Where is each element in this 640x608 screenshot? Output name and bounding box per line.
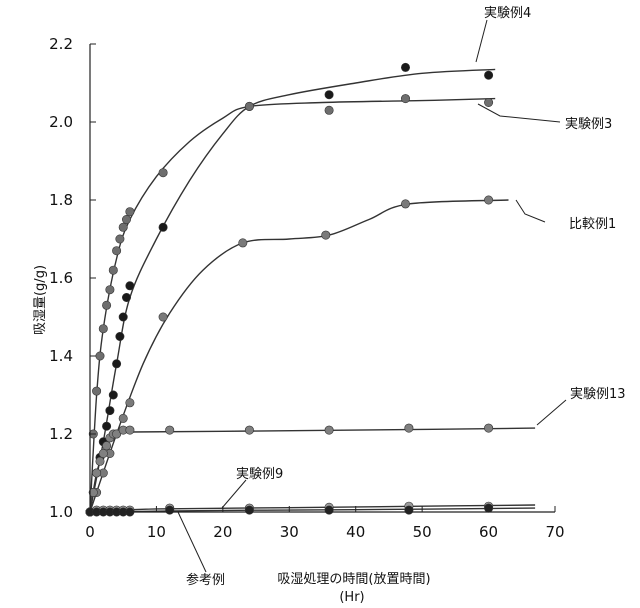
data-point: [109, 266, 117, 274]
data-point: [102, 442, 110, 450]
data-point: [126, 399, 134, 407]
series-points: [86, 63, 493, 516]
annotation-label: 実験例3: [565, 116, 612, 132]
y-tick-label: 1.2: [49, 425, 73, 443]
data-point: [96, 352, 104, 360]
data-point: [166, 506, 174, 514]
annotation-label: 実験例9: [236, 466, 283, 482]
data-point: [484, 98, 492, 106]
axes: [90, 44, 555, 512]
data-point: [99, 325, 107, 333]
data-point: [166, 426, 174, 434]
annotation-label: 参考例: [186, 572, 225, 588]
annotation-label: 実験例4: [484, 5, 531, 21]
y-tick-label: 2.0: [49, 113, 73, 131]
data-point: [245, 426, 253, 434]
data-point: [116, 332, 124, 340]
data-point: [122, 293, 130, 301]
data-point: [102, 301, 110, 309]
data-point: [96, 457, 104, 465]
data-point: [325, 426, 333, 434]
data-point: [106, 286, 114, 294]
data-point: [106, 406, 114, 414]
data-point: [325, 506, 333, 514]
data-point: [484, 424, 492, 432]
annotation-jikken4: 実験例4: [476, 5, 531, 62]
y-tick-label: 1.6: [49, 269, 73, 287]
data-point: [92, 387, 100, 395]
leader-line: [476, 20, 487, 62]
x-tick-label: 10: [147, 523, 166, 541]
leader-line: [478, 104, 560, 122]
x-axis-title: 吸湿処理の時間(放置時間): [277, 572, 430, 587]
data-point: [322, 231, 330, 239]
data-point: [92, 469, 100, 477]
data-point: [239, 239, 247, 247]
y-tick-label: 1.0: [49, 503, 73, 521]
annotation-jikken9: 実験例9: [222, 466, 283, 508]
data-point: [405, 424, 413, 432]
data-point: [102, 422, 110, 430]
leader-line: [178, 512, 206, 572]
data-point: [119, 313, 127, 321]
series-line: [90, 428, 535, 512]
data-point: [245, 102, 253, 110]
data-point: [484, 71, 492, 79]
x-tick-label: 70: [545, 523, 564, 541]
y-tick-label: 1.8: [49, 191, 73, 209]
data-point: [325, 91, 333, 99]
data-point: [159, 223, 167, 231]
data-point: [401, 94, 409, 102]
y-axis-title: 吸湿量(g/g): [33, 265, 48, 335]
series-line: [90, 99, 495, 512]
annotation-label: 比較例1: [569, 217, 616, 232]
x-axis-unit: (Hr): [339, 590, 364, 605]
data-point: [159, 313, 167, 321]
data-point: [116, 235, 124, 243]
annotation-jikken13: 実験例13: [537, 386, 626, 425]
data-point: [109, 391, 117, 399]
tick-marks: [90, 44, 555, 512]
x-tick-label: 40: [346, 523, 365, 541]
x-tick-label: 20: [213, 523, 232, 541]
annotation-hikaku1: 比較例1: [516, 200, 616, 232]
x-tick-label: 0: [85, 523, 95, 541]
data-point: [401, 200, 409, 208]
x-tick-label: 60: [479, 523, 498, 541]
data-point: [126, 208, 134, 216]
data-point: [126, 426, 134, 434]
data-point: [119, 223, 127, 231]
data-point: [99, 449, 107, 457]
leader-line: [537, 400, 566, 425]
data-point: [484, 196, 492, 204]
annotation-label: 実験例13: [570, 386, 626, 402]
x-tick-label: 30: [280, 523, 299, 541]
data-point: [245, 506, 253, 514]
series-line: [90, 69, 495, 512]
y-tick-label: 2.2: [49, 35, 73, 53]
x-tick-label: 50: [413, 523, 432, 541]
data-point: [122, 215, 130, 223]
data-point: [405, 506, 413, 514]
leader-line: [516, 200, 545, 222]
series-curves: [90, 69, 535, 512]
data-point: [112, 247, 120, 255]
annotation-jikken3: 実験例3: [478, 104, 612, 132]
data-point: [401, 63, 409, 71]
data-point: [159, 169, 167, 177]
data-point: [112, 360, 120, 368]
data-point: [119, 414, 127, 422]
data-point: [126, 282, 134, 290]
y-tick-label: 1.4: [49, 347, 73, 365]
leader-line: [222, 480, 246, 508]
data-point: [325, 106, 333, 114]
